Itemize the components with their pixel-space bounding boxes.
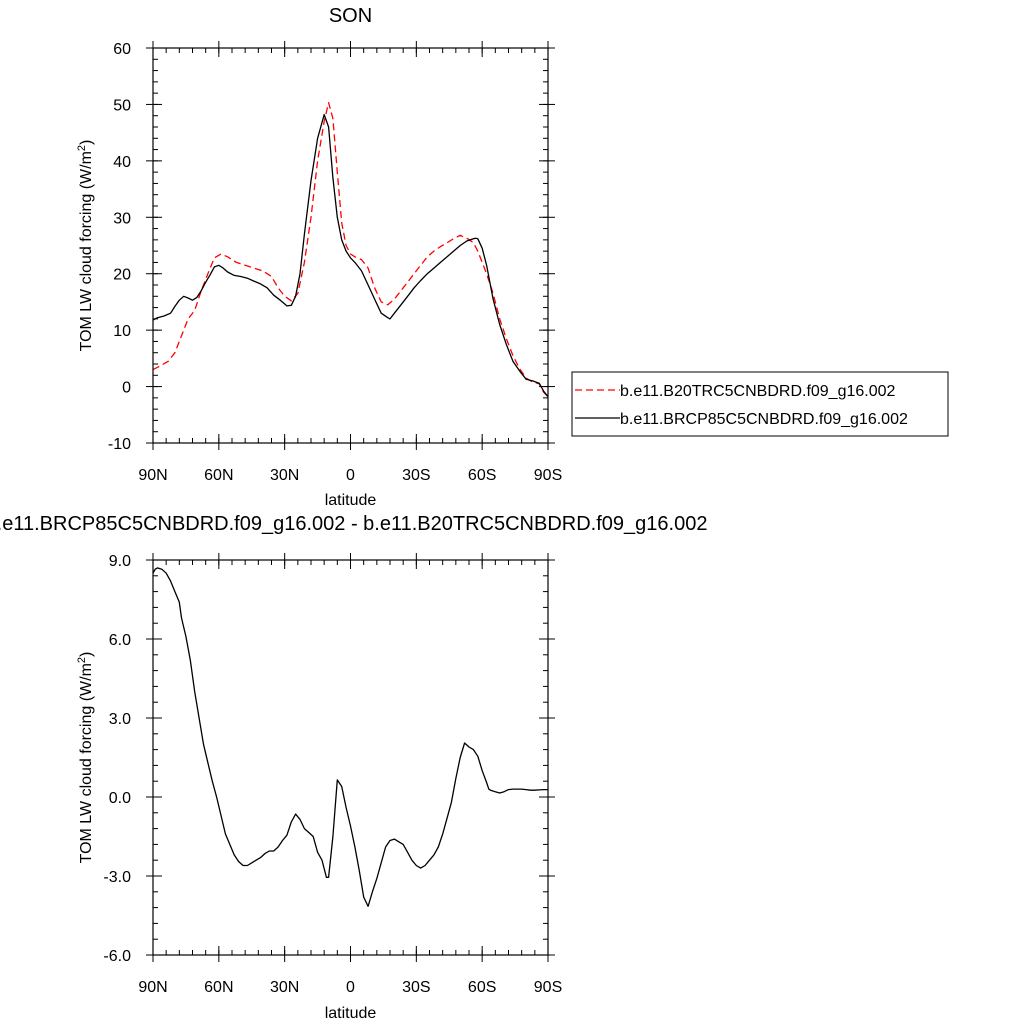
legend-box xyxy=(571,371,949,437)
y-tick-label: 9.0 xyxy=(109,553,131,570)
chart-panel-1: SON latitude TOM LW cloud forcing (W/m2) 60… xyxy=(76,5,949,509)
x-tick-label: 60N xyxy=(204,979,233,996)
y-axis-label: TOM LW cloud forcing (W/m2) xyxy=(76,140,95,352)
chart-panel-2: b.e11.BRCP85C5CNBDRD.f09_g16.002 - b.e11… xyxy=(0,513,707,1022)
y-tick-label: -3.0 xyxy=(103,869,131,886)
y-tick-label: 0.0 xyxy=(109,790,131,807)
y-tick-label: 20 xyxy=(113,267,131,284)
y-tick-label: -6.0 xyxy=(103,948,131,965)
y-tick-label: 3.0 xyxy=(109,711,131,728)
plot-frame xyxy=(152,47,549,444)
y-axis-label: TOM LW cloud forcing (W/m2) xyxy=(76,652,95,864)
y-tick-label: 0 xyxy=(122,380,131,397)
x-tick-label: 60S xyxy=(468,467,496,484)
x-tick-label: 30S xyxy=(402,467,430,484)
x-tick-label: 30N xyxy=(270,979,299,996)
chart-title: b.e11.BRCP85C5CNBDRD.f09_g16.002 - b.e11… xyxy=(0,513,707,535)
y-tick-label: 40 xyxy=(113,154,131,171)
y-tick-label: 60 xyxy=(113,41,131,58)
series-line-2 xyxy=(152,113,549,398)
y-tick-label: 30 xyxy=(113,210,131,227)
y-tick-label: -10 xyxy=(108,436,131,453)
x-axis-label: latitude xyxy=(325,492,377,509)
x-tick-label: 30N xyxy=(270,467,299,484)
x-tick-label: 60N xyxy=(204,467,233,484)
series-line-1 xyxy=(152,102,549,398)
y-tick-label: 6.0 xyxy=(109,632,131,649)
x-axis-label: latitude xyxy=(325,1005,377,1022)
x-tick-label: 90S xyxy=(534,979,562,996)
y-tick-label: 50 xyxy=(113,97,131,114)
plot-frame xyxy=(152,559,549,956)
x-tick-label: 90S xyxy=(534,467,562,484)
x-tick-label: 90N xyxy=(138,467,167,484)
x-tick-label: 60S xyxy=(468,979,496,996)
x-tick-label: 0 xyxy=(346,979,355,996)
series-line-1 xyxy=(152,567,548,907)
chart-title: SON xyxy=(329,5,372,27)
x-tick-label: 0 xyxy=(346,467,355,484)
x-tick-label: 30S xyxy=(402,979,430,996)
y-tick-label: 10 xyxy=(113,323,131,340)
legend: b.e11.B20TRC5CNBDRD.f09_g16.002 b.e11.BRC… xyxy=(571,371,949,437)
x-tick-label: 90N xyxy=(138,979,167,996)
legend-label-2: b.e11.BRCP85C5CNBDRD.f09_g16.002 xyxy=(620,411,908,428)
legend-label-1: b.e11.B20TRC5CNBDRD.f09_g16.002 xyxy=(620,383,896,400)
